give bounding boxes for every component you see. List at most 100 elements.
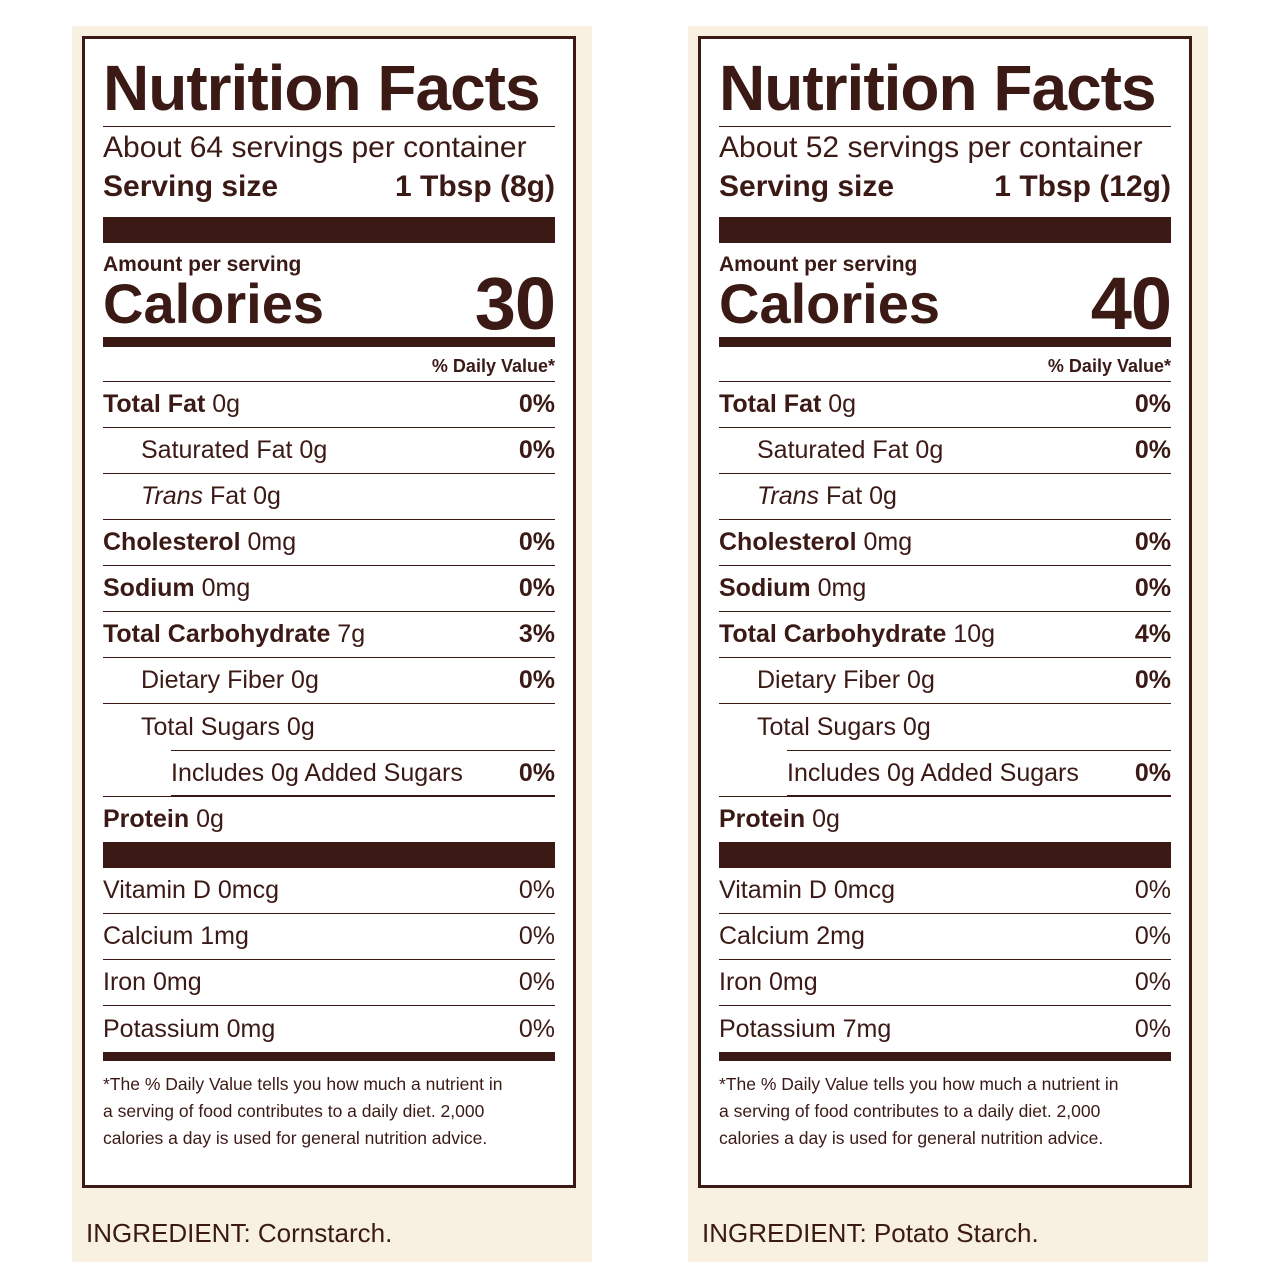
footnote-line: *The % Daily Value tells you how much a … [719,1074,1119,1094]
thick-divider [103,217,555,243]
daily-value-percent: 0% [518,666,555,694]
nutrient-name: Dietary Fiber 0g [141,666,319,694]
nutrient-row-iron: Iron 0mg 0% [719,960,1171,1006]
label-title: Nutrition Facts [719,51,1171,127]
nutrient-amount: 0g [212,390,241,418]
daily-value-percent: 3% [518,620,555,648]
nutrient-name: Vitamin D 0mcg [719,876,895,904]
nutrient-row-cholesterol: Cholesterol 0mg 0% [719,520,1171,566]
nutrient-name: Total Carbohydrate [719,620,947,648]
nutrient-name: Vitamin D 0mcg [103,876,279,904]
daily-value-percent: 0% [518,574,555,602]
nutrient-name: Total Carbohydrate [103,620,331,648]
nutrient-name: Potassium 7mg [719,1014,892,1043]
nutrient-row-trans-fat: Trans Fat 0g [719,474,1171,520]
nutrient-row-vitamin-d: Vitamin D 0mcg 0% [103,868,555,914]
daily-value-footnote: *The % Daily Value tells you how much a … [103,1071,555,1152]
calories-value: 30 [474,262,556,345]
nutrient-row-total-carbohydrate: Total Carbohydrate 10g 4% [719,612,1171,658]
serving-size-label: Serving size [719,170,895,203]
medium-divider [103,1052,555,1061]
nutrient-amount: 0mg [863,528,913,556]
daily-value-percent: 0% [1134,436,1171,464]
nutrient-amount: 7g [337,620,366,648]
medium-divider [719,1052,1171,1061]
nutrient-name: Calcium 1mg [103,922,249,950]
nutrient-row-protein: Protein 0g [719,796,1171,842]
thick-divider [103,842,555,868]
calories-value: 40 [1090,262,1172,345]
nutrient-name: Total Sugars 0g [757,712,931,741]
nutrient-row-saturated-fat: Saturated Fat 0g 0% [103,428,555,474]
nutrient-amount: 0g [828,390,857,418]
nutrition-panel-potato-starch: Nutrition Facts About 52 servings per co… [688,26,1208,1262]
nutrient-row-calcium: Calcium 1mg 0% [103,914,555,960]
footnote-line: a serving of food contributes to a daily… [719,1101,1101,1121]
daily-value-percent: 0% [1134,574,1171,602]
nutrient-amount: 0g [196,805,224,833]
daily-value-percent: 0% [518,968,555,996]
nutrient-amount: 0mg [201,574,251,602]
nutrient-name: Sodium [103,574,195,602]
daily-value-percent: 0% [1134,922,1171,950]
nutrient-row-trans-fat: Trans Fat 0g [103,474,555,520]
amount-per-serving: Amount per serving [103,253,302,276]
daily-value-percent: 0% [1134,528,1171,556]
footnote-line: a serving of food contributes to a daily… [103,1101,485,1121]
nutrient-name: Dietary Fiber 0g [757,666,935,694]
nutrient-row-dietary-fiber: Dietary Fiber 0g 0% [103,658,555,704]
medium-divider [719,337,1171,347]
daily-value-percent: 0% [1134,968,1171,996]
nutrient-name: Cholesterol [103,528,241,556]
nutrient-row-sodium: Sodium 0mg 0% [103,566,555,612]
nutrient-name: Saturated Fat 0g [141,436,328,464]
nutrient-name: Total Fat [719,390,822,418]
nutrient-amount: 10g [953,620,996,648]
servings-per-container: About 52 servings per container [719,131,1143,164]
nutrient-name: Includes 0g Added Sugars [787,758,1079,787]
daily-value-percent: 0% [518,922,555,950]
daily-value-percent: 0% [518,876,555,904]
nutrient-row-added-sugars: Includes 0g Added Sugars 0% [787,750,1171,796]
nutrient-row-potassium: Potassium 7mg 0% [719,1006,1171,1052]
nutrient-row-cholesterol: Cholesterol 0mg 0% [103,520,555,566]
nutrient-name: Fat 0g [210,482,281,510]
nutrient-name: Protein [103,805,190,833]
servings-per-container: About 64 servings per container [103,131,527,164]
nutrient-row-total-carbohydrate: Total Carbohydrate 7g 3% [103,612,555,658]
thick-divider [719,217,1171,243]
nutrient-row-saturated-fat: Saturated Fat 0g 0% [719,428,1171,474]
serving-size-row: Serving size 1 Tbsp (8g) [103,167,555,207]
daily-value-header: % Daily Value* [719,347,1171,382]
nutrient-name: Total Fat [103,390,206,418]
daily-value-percent: 4% [1134,620,1171,648]
serving-size-row: Serving size 1 Tbsp (12g) [719,167,1171,207]
nutrient-row-potassium: Potassium 0mg 0% [103,1006,555,1052]
nutrient-name-italic: Trans [757,482,820,510]
footnote-line: calories a day is used for general nutri… [103,1128,488,1148]
daily-value-percent: 0% [518,1014,555,1043]
amount-per-serving: Amount per serving [719,253,918,276]
daily-value-percent: 0% [518,528,555,556]
nutrient-name: Fat 0g [826,482,897,510]
nutrient-row-calcium: Calcium 2mg 0% [719,914,1171,960]
nutrient-row-sodium: Sodium 0mg 0% [719,566,1171,612]
nutrient-row-iron: Iron 0mg 0% [103,960,555,1006]
daily-value-percent: 0% [518,390,555,418]
daily-value-percent: 0% [1134,758,1171,787]
serving-size-label: Serving size [103,170,279,203]
daily-value-percent: 0% [518,436,555,464]
footnote-line: *The % Daily Value tells you how much a … [103,1074,503,1094]
ingredient-statement: INGREDIENT: Potato Starch. [702,1218,1039,1248]
daily-value-footnote: *The % Daily Value tells you how much a … [719,1071,1171,1152]
footnote-line: calories a day is used for general nutri… [719,1128,1104,1148]
nutrient-name: Iron 0mg [719,968,818,996]
serving-size-value: 1 Tbsp (8g) [394,170,555,203]
nutrient-name: Iron 0mg [103,968,202,996]
nutrient-amount: 0mg [817,574,867,602]
daily-value-header: % Daily Value* [103,347,555,382]
nutrient-row-added-sugars: Includes 0g Added Sugars 0% [171,750,555,796]
nutrient-name: Sodium [719,574,811,602]
nutrient-name: Total Sugars 0g [141,712,315,741]
nutrient-amount: 0g [812,805,840,833]
